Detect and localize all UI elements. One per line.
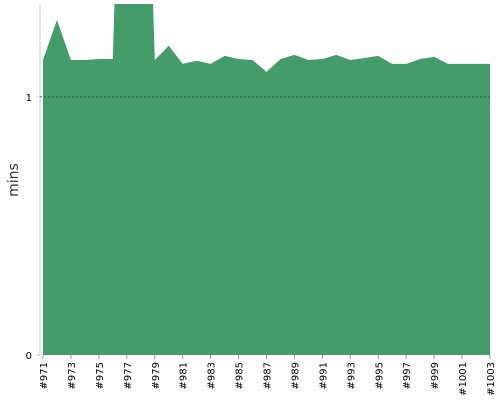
x-tick-label: #975	[95, 362, 106, 389]
x-tick-label: #973	[67, 362, 78, 389]
x-tick-label: #971	[39, 362, 50, 389]
y-tick-label: 0	[26, 351, 32, 362]
x-tick-label: #977	[123, 362, 134, 389]
x-tick-label: #987	[263, 362, 274, 389]
x-tick-label: #997	[402, 362, 413, 389]
y-tick-label: 1	[26, 93, 32, 104]
x-tick-label: #993	[346, 362, 357, 389]
area	[43, 4, 490, 355]
x-tick-label: #991	[318, 362, 329, 389]
x-tick-label: #981	[179, 362, 190, 389]
y-axis-label: mins	[6, 163, 22, 197]
x-tick-label: #985	[235, 362, 246, 389]
x-tick-label: #1001	[458, 362, 469, 396]
x-tick-label: #995	[374, 362, 385, 389]
x-tick-label: #979	[151, 362, 162, 389]
x-tick-label: #999	[430, 362, 441, 389]
plot-area	[43, 4, 490, 355]
x-tick-label: #989	[290, 362, 301, 389]
x-tick-label: #1003	[486, 362, 497, 396]
x-tick-label: #983	[207, 362, 218, 389]
